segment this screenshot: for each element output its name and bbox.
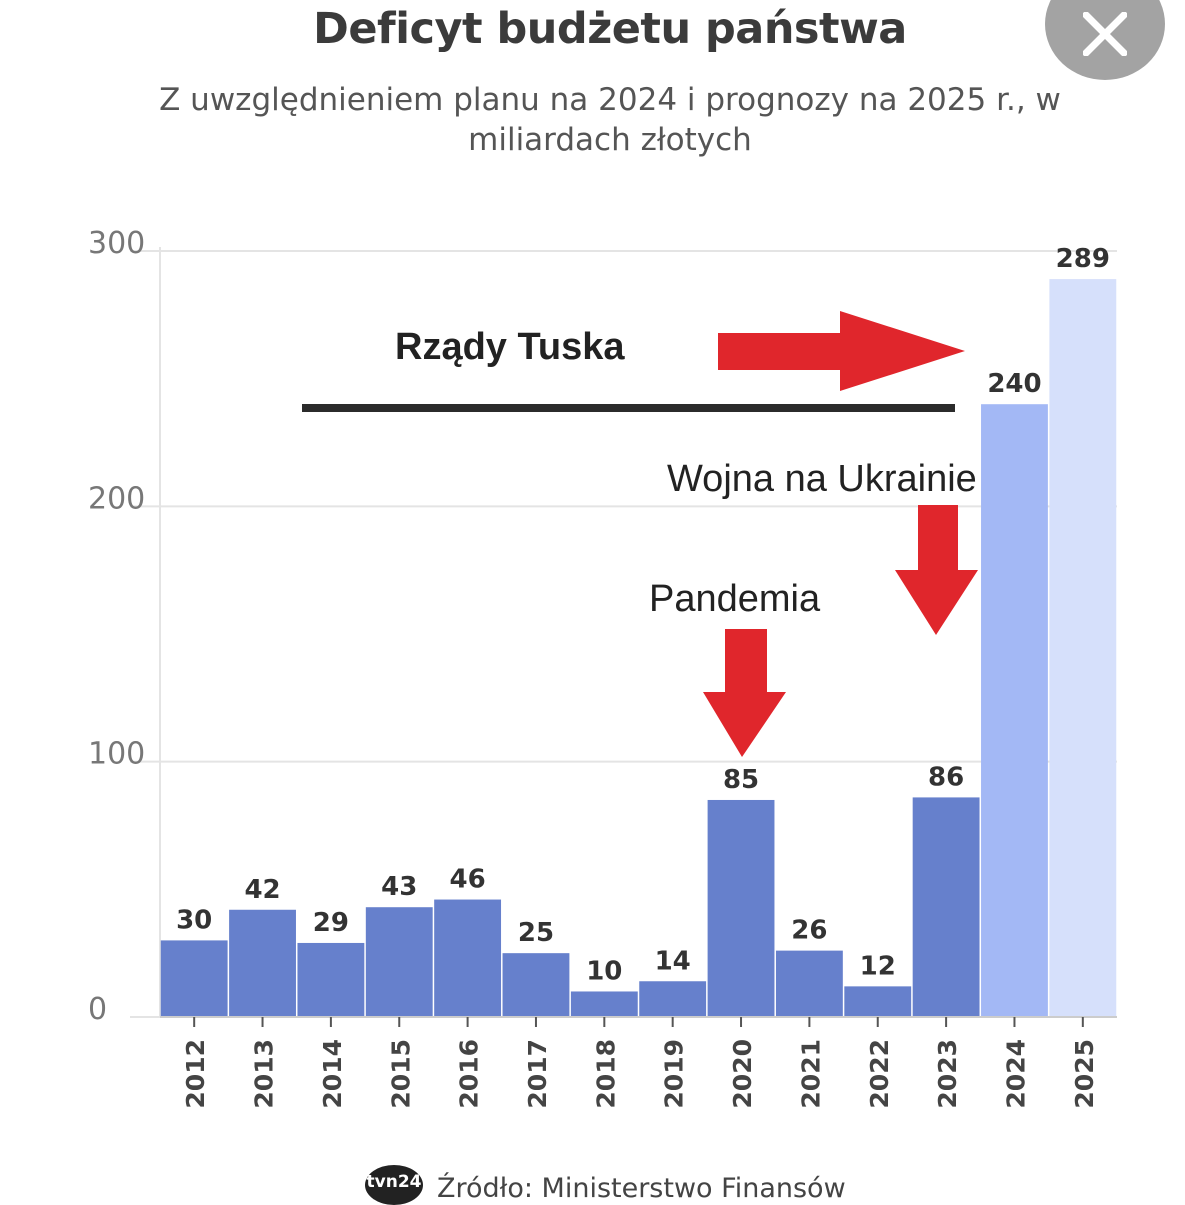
close-x-icon [1083,12,1127,56]
annotation-pandemic-label: Pandemia [649,578,821,620]
bar [912,797,980,1017]
data-label: 14 [655,946,691,976]
y-tick-label: 200 [88,481,145,516]
x-tick-label: 2013 [250,1039,279,1109]
x-tick-label: 2025 [1070,1039,1099,1109]
data-label: 12 [860,951,896,981]
data-label: 25 [518,918,554,948]
bar [160,940,228,1017]
bar [844,986,912,1017]
x-tick-label: 2018 [591,1039,620,1109]
bar [707,799,775,1017]
bar [981,404,1048,1017]
y-tick-label: 300 [88,226,145,261]
x-tick-label: 2017 [523,1039,552,1109]
bar [775,950,843,1017]
annotation-tusk-label: Rządy Tuska [395,326,625,368]
chart-subtitle: Z uwzględnieniem planu na 2024 i prognoz… [159,82,1061,158]
annotation-war-label: Wojna na Ukrainie [667,458,977,500]
data-label: 29 [313,908,349,938]
bar [229,909,296,1017]
x-tick-label: 2023 [933,1039,962,1109]
x-tick-label: 2019 [660,1039,689,1109]
data-label: 289 [1056,244,1110,274]
x-tick-label: 2012 [181,1039,210,1109]
bar [297,942,365,1017]
data-label: 10 [586,956,622,986]
data-label: 26 [791,916,827,946]
bar [1049,279,1117,1017]
x-tick-label: 2022 [865,1039,894,1109]
bar [639,981,707,1017]
chart-title: Deficyt budżetu państwa [313,4,907,54]
bar [502,953,570,1017]
data-label: 43 [381,872,417,902]
data-label: 85 [723,765,759,795]
x-tick-label: 2014 [318,1039,347,1109]
x-tick-label: 2016 [455,1039,484,1109]
source-text: Źródło: Ministerstwo Finansów [437,1173,846,1204]
y-tick-label: 0 [88,992,107,1027]
x-tick-label: 2020 [728,1039,757,1109]
data-label: 30 [176,905,212,935]
x-tick-label: 2015 [386,1039,415,1109]
data-label: 240 [987,369,1041,399]
x-tick-label: 2021 [796,1039,825,1109]
data-label: 42 [244,875,280,905]
x-tick-label: 2024 [1001,1039,1030,1109]
y-tick-label: 100 [88,737,145,772]
bar [434,899,502,1017]
data-label: 46 [450,865,486,895]
data-label: 86 [928,762,964,792]
bar [570,991,638,1017]
bar [365,907,433,1017]
tvn24-logo: tvn24 [365,1165,423,1205]
